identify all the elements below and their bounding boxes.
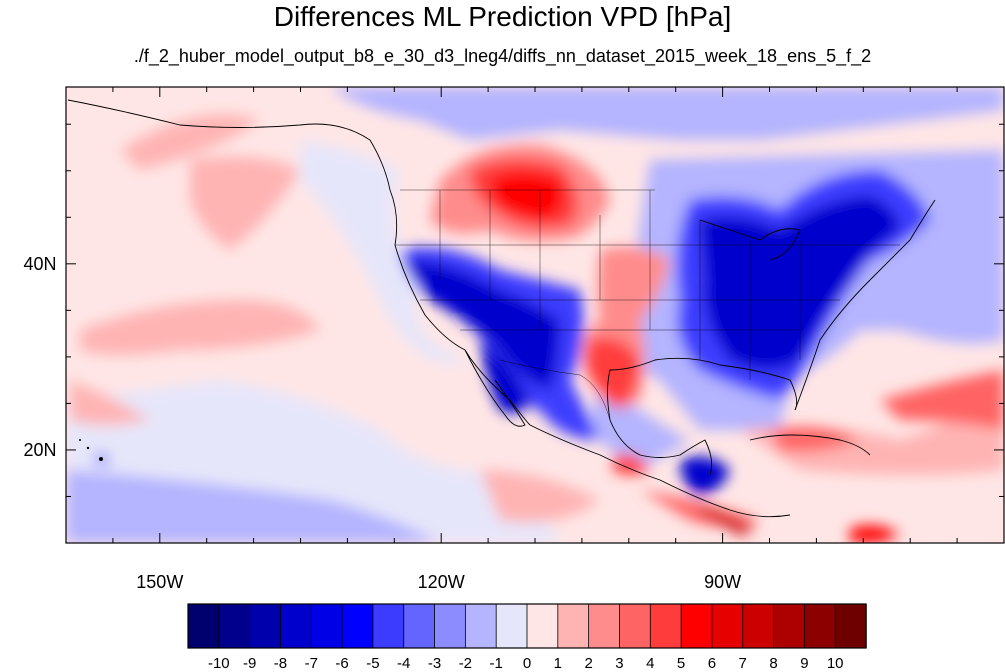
colorbar-swatch — [464, 603, 497, 649]
colorbar-label: 1 — [554, 655, 562, 672]
colorbar-label: 7 — [739, 655, 747, 672]
difference-field — [66, 87, 1004, 543]
colorbar-frame — [187, 603, 867, 649]
state-borders — [395, 189, 900, 421]
colorbar-swatch — [742, 603, 775, 649]
field-mexico-pink — [480, 470, 600, 523]
colorbar-label: -4 — [397, 655, 410, 672]
colorbar-swatch — [773, 603, 806, 649]
island-kauai — [79, 439, 81, 441]
field-atlantic-red — [880, 370, 1004, 430]
field-pacific-pink-top — [120, 114, 260, 170]
colorbar-swatch — [310, 603, 343, 649]
field-pacific-pink-west — [70, 380, 150, 425]
colorbar-swatch — [619, 603, 651, 649]
colorbar-swatch — [249, 603, 282, 649]
colorbar-swatch — [218, 603, 251, 649]
colorbar-label: -9 — [243, 655, 256, 672]
island-maui — [86, 446, 90, 450]
island-hawaii — [99, 457, 103, 461]
colorbar-label: 6 — [708, 655, 716, 672]
colorbar-label: 3 — [615, 655, 623, 672]
field-pacific-pink-north — [190, 156, 300, 250]
field-texas-red — [585, 337, 640, 410]
coastline-atlantic — [794, 199, 936, 411]
y-tick-label: 40N — [23, 254, 56, 274]
colorbar-label: 0 — [523, 655, 531, 672]
colorbar-label: -3 — [428, 655, 441, 672]
colorbar-label: 10 — [827, 655, 844, 672]
colorbar-swatch — [557, 603, 590, 649]
field-north-blue — [66, 87, 1004, 140]
colorbar-label: -1 — [490, 655, 503, 672]
colorbar-label: 8 — [769, 655, 777, 672]
field-baja-blue — [480, 340, 530, 414]
coastline-cuba — [749, 434, 871, 456]
colorbar-label: -10 — [208, 655, 230, 672]
map-title: Differences ML Prediction VPD [hPa] — [273, 1, 732, 32]
colorbar-swatch — [680, 603, 713, 649]
axis-ticks: 150W 120W 90W 20N 40N — [23, 87, 1004, 592]
colorbar-swatch — [341, 603, 374, 649]
colorbar-swatch — [372, 603, 405, 649]
coastline-gulf — [607, 357, 798, 421]
x-tick-label: 90W — [704, 572, 741, 592]
map-subtitle: ./f_2_huber_model_output_b8_e_30_d3_lneg… — [133, 46, 872, 66]
border-parallels — [395, 244, 900, 331]
field-caribbean-red — [770, 426, 860, 452]
coastline-alaska — [67, 99, 391, 191]
coastlines — [67, 99, 936, 518]
coastline-mexico-pacific — [529, 424, 791, 518]
coastline-baja — [464, 349, 526, 427]
border-us-mexico — [499, 359, 611, 421]
colorbar-swatch — [187, 603, 220, 649]
colorbar-label: 2 — [584, 655, 592, 672]
colorbar-label: 9 — [800, 655, 808, 672]
field-pacific-pink-mid — [80, 300, 320, 355]
coastline-pacific — [389, 189, 531, 426]
colorbar-swatch — [649, 603, 682, 649]
colorbar-swatch — [834, 603, 867, 649]
colorbar-swatch — [434, 603, 467, 649]
field-pacific-nw-light — [300, 140, 470, 364]
colorbar-label: -6 — [335, 655, 348, 672]
map-panel — [66, 87, 1004, 543]
x-tick-label: 120W — [418, 572, 465, 592]
colorbar-swatch — [526, 603, 559, 649]
coastline-great-lakes — [699, 219, 801, 261]
colorbar-swatch — [588, 603, 621, 649]
colorbar-label: -7 — [305, 655, 318, 672]
colorbar-label: -5 — [366, 655, 379, 672]
field-atlantic-pink — [740, 390, 1004, 475]
colorbar-swatch — [803, 603, 836, 649]
colorbar-swatch — [403, 603, 436, 649]
colorbar-label: -8 — [274, 655, 287, 672]
coastline-gulf-mexico — [609, 419, 713, 476]
colorbar-swatch — [280, 603, 312, 649]
field-mexico-red — [612, 454, 650, 475]
colorbar-swatch — [495, 603, 528, 649]
field-yucatan-blue — [680, 456, 730, 495]
colorbar-label: -2 — [459, 655, 472, 672]
y-tick-label: 20N — [23, 440, 56, 460]
field-central-america-dark — [700, 505, 755, 535]
colorbar-label: 4 — [646, 655, 654, 672]
field-south-pacific-blue — [66, 470, 440, 543]
field-north-red-core — [490, 172, 563, 220]
field-southwest-blue-core — [405, 260, 560, 390]
colorbar-swatch — [711, 603, 744, 649]
field-sa-red — [850, 525, 900, 543]
colorbar: -10 -9 -8 -7 -6 -5 -4 -3 -2 -1 0 1 2 3 4 5 6 7 8 9 10 — [187, 603, 867, 672]
islands — [79, 439, 103, 461]
colorbar-label: 5 — [677, 655, 685, 672]
x-tick-label: 150W — [136, 572, 183, 592]
